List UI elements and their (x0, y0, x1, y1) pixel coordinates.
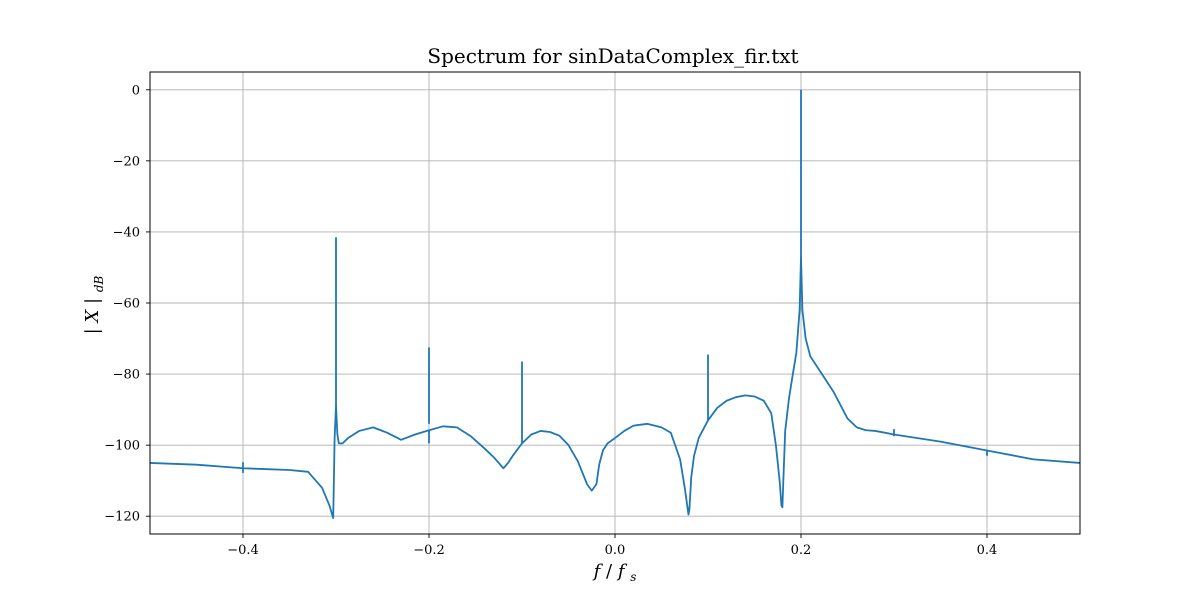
y-axis-label-x: X (82, 309, 103, 325)
y-tick-label: −20 (113, 154, 140, 169)
y-axis-label-main: | (82, 328, 103, 334)
y-tick-label: 0 (132, 83, 140, 98)
y-axis-ticks: 0 −20 −40 −60 −80 −100 −120 (104, 83, 150, 525)
grid (150, 72, 1080, 534)
y-axis-label-subscript: dB (92, 275, 106, 292)
svg-text:f / f s: f / f s (592, 561, 637, 584)
y-axis-label-bar: | (82, 298, 103, 304)
y-tick-label: −60 (113, 297, 140, 312)
series-group (150, 89, 1080, 519)
x-axis-ticks: −0.4 −0.2 0.0 0.2 0.4 (227, 534, 997, 558)
x-axis-label-numerator: f (592, 561, 604, 582)
x-tick-label: 0.0 (605, 543, 626, 558)
chart-title: Spectrum for sinDataComplex_fir.txt (427, 44, 798, 68)
x-tick-label: 0.2 (791, 543, 812, 558)
svg-text:| X | dB: | X | dB (82, 275, 106, 334)
x-tick-label: −0.2 (413, 543, 445, 558)
y-tick-label: −100 (104, 439, 140, 454)
y-axis-label: | X | dB (82, 275, 106, 334)
x-axis-label-denominator: f (616, 561, 628, 582)
x-tick-label: −0.4 (227, 543, 259, 558)
y-tick-label: −120 (104, 510, 140, 525)
spectrum-line (150, 255, 1080, 519)
x-axis-label: f / f s (592, 561, 637, 584)
x-axis-label-subscript: s (630, 570, 636, 584)
x-tick-label: 0.4 (977, 543, 998, 558)
y-tick-label: −80 (113, 368, 140, 383)
x-axis-label-slash: / (606, 561, 618, 582)
y-tick-label: −40 (113, 225, 140, 240)
